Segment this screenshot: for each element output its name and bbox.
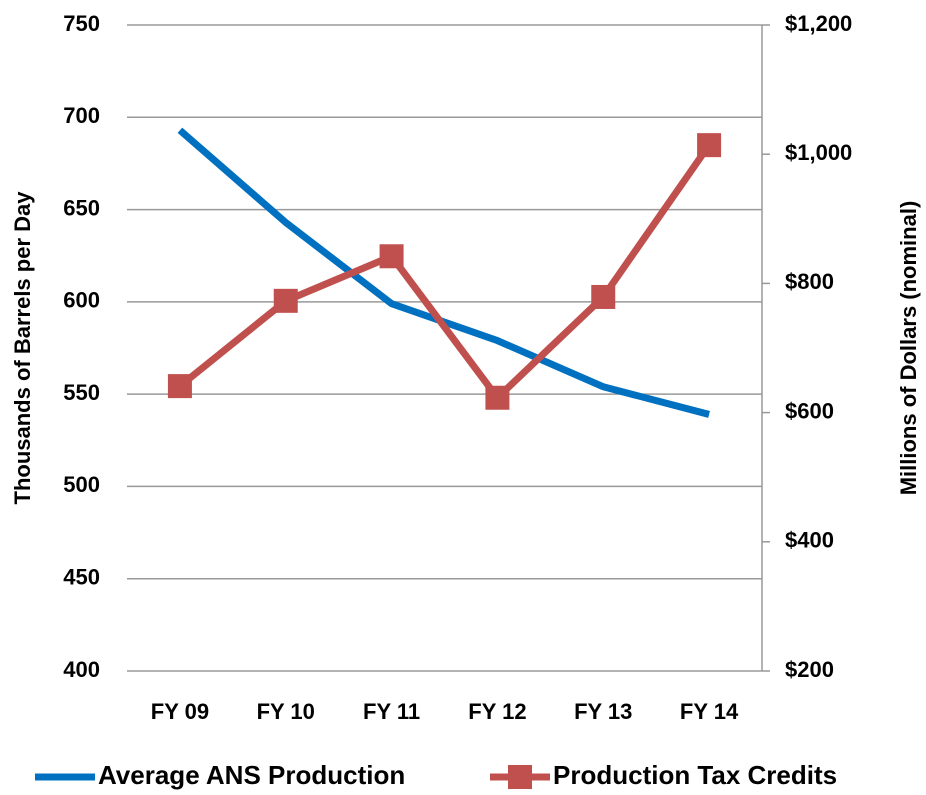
y-tick-label: 650 — [63, 195, 100, 220]
marker — [379, 244, 404, 269]
y-tick-label: 500 — [63, 472, 100, 497]
y-axis-label: Thousands of Barrels per Day — [10, 191, 35, 505]
marker — [697, 133, 722, 158]
x-tick-label: FY 14 — [680, 699, 739, 724]
y2-tick-label: $800 — [785, 269, 834, 294]
x-tick-label: FY 09 — [151, 699, 209, 724]
legend-label: Average ANS Production — [98, 760, 405, 790]
y2-tick-label: $400 — [785, 528, 834, 553]
series-line — [177, 127, 710, 418]
legend-label: Production Tax Credits — [553, 760, 837, 790]
x-tick-label: FY 13 — [574, 699, 632, 724]
x-tick-label: FY 12 — [468, 699, 526, 724]
y-tick-label: 700 — [63, 103, 100, 128]
series-line — [177, 143, 712, 402]
y2-tick-label: $1,200 — [785, 11, 852, 36]
marker — [591, 284, 616, 309]
x-tick-label: FY 10 — [257, 699, 315, 724]
x-tick-label: FY 11 — [363, 699, 420, 724]
y-tick-label: 600 — [63, 288, 100, 313]
y-tick-label: 550 — [63, 380, 100, 405]
y-tick-label: 450 — [63, 565, 100, 590]
marker — [167, 374, 192, 399]
y-tick-label: 750 — [63, 11, 100, 36]
y2-axis-label: Millions of Dollars (nominal) — [896, 201, 921, 496]
marker — [273, 288, 298, 313]
marker — [485, 385, 510, 410]
y2-tick-label: $1,000 — [785, 140, 852, 165]
legend-marker — [508, 765, 532, 789]
y-tick-label: 400 — [63, 657, 100, 682]
y2-tick-label: $600 — [785, 398, 834, 423]
y2-tick-label: $200 — [785, 657, 834, 682]
